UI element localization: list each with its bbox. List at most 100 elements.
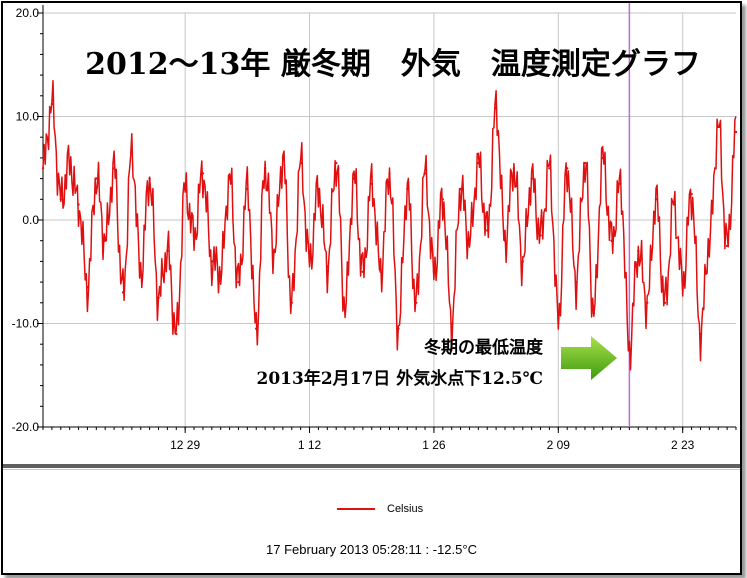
data-point (41, 167, 45, 170)
x-tick-label: 1 12 (298, 438, 322, 452)
data-point (539, 234, 542, 237)
data-point (121, 291, 125, 294)
arrow-right-icon (561, 336, 617, 380)
data-point (361, 270, 364, 273)
data-point (441, 198, 444, 201)
y-tick-label: 20.0 (16, 6, 40, 20)
data-point (210, 260, 213, 263)
data-point (646, 301, 649, 304)
data-point (592, 311, 595, 315)
data-point (432, 270, 436, 273)
data-point (86, 286, 89, 289)
data-point (672, 203, 675, 206)
data-point (468, 239, 471, 242)
x-tick-label: 12 29 (170, 438, 200, 452)
data-point (263, 167, 267, 170)
data-point (566, 167, 569, 170)
data-point (335, 161, 338, 165)
data-point (406, 187, 409, 191)
data-point (557, 317, 560, 320)
data-point (104, 239, 107, 242)
data-point (255, 327, 258, 330)
data-point (317, 187, 320, 191)
data-point (628, 348, 631, 351)
data-point (219, 270, 222, 273)
data-point (157, 296, 160, 299)
divider (3, 464, 740, 468)
y-tick-label: -20.0 (12, 420, 40, 434)
legend-label: Celsius (387, 503, 424, 515)
data-point (148, 177, 151, 180)
data-point (450, 322, 453, 325)
legend-swatch (337, 508, 375, 510)
data-point (308, 260, 311, 263)
y-tick-label: 0.0 (22, 213, 39, 227)
data-point (530, 177, 533, 180)
series-line (42, 79, 737, 371)
data-point (95, 177, 98, 180)
data-point (352, 177, 356, 180)
data-point (619, 182, 622, 185)
data-point (717, 125, 720, 129)
data-point (494, 107, 498, 110)
cursor-readout: 17 February 2013 05:28:11 : -12.5°C (266, 542, 477, 557)
data-point (388, 172, 391, 175)
data-point (663, 301, 667, 304)
data-point (654, 198, 658, 201)
data-point (734, 130, 738, 134)
data-point (59, 198, 62, 201)
divider-shadow (3, 469, 740, 470)
data-point (237, 280, 240, 284)
chart-title: 2012～13年 厳冬期 外気 温度測定グラフ (85, 47, 701, 82)
data-point (272, 249, 276, 253)
data-point (708, 239, 711, 242)
series-celsius (41, 79, 738, 371)
data-point (690, 192, 693, 196)
data-point (166, 249, 169, 253)
data-point (681, 280, 684, 284)
data-point (610, 239, 613, 242)
data-point (512, 167, 516, 170)
data-point (246, 187, 249, 191)
y-tick-label: -10.0 (12, 317, 40, 331)
data-point (201, 172, 205, 175)
data-point (379, 270, 382, 273)
data-point (184, 187, 187, 191)
data-point (423, 172, 427, 175)
data-point (192, 234, 196, 237)
data-point (583, 161, 587, 165)
data-point (370, 182, 373, 185)
data-point (228, 177, 231, 180)
data-point (281, 156, 285, 160)
data-point (637, 249, 640, 253)
data-point (299, 161, 302, 165)
data-point (326, 265, 329, 268)
data-point (343, 306, 347, 310)
data-point (290, 301, 293, 304)
data-point (601, 156, 604, 160)
data-point (130, 151, 133, 154)
data-point (175, 332, 178, 336)
annotation-detail: 2013年2月17日 外気氷点下12.5℃ (256, 369, 544, 389)
legend[interactable]: Celsius (337, 500, 423, 518)
x-tick-label: 1 26 (422, 438, 446, 452)
data-point (548, 167, 551, 170)
data-point (397, 327, 400, 330)
data-point (50, 102, 54, 106)
data-point (459, 187, 462, 191)
annotation-heading: 冬期の最低温度 (424, 338, 543, 358)
data-point (68, 161, 71, 165)
data-point (112, 167, 116, 170)
data-point (725, 244, 729, 248)
data-point (139, 270, 142, 273)
x-tick-label: 2 09 (547, 438, 571, 452)
x-tick-label: 2 23 (671, 438, 695, 452)
data-point (503, 239, 507, 242)
data-point (77, 203, 80, 206)
axes: 20.0 10.0 0.0 -10.0 -20.0 12 29 1 12 1 26 2 09 2 … (12, 5, 737, 452)
data-point (521, 260, 524, 263)
data-point (415, 301, 418, 304)
plot-area: 20.0 10.0 0.0 -10.0 -20.0 12 29 1 12 1 26 2 09 2 … (12, 3, 738, 452)
y-tick-label: 10.0 (16, 110, 40, 124)
